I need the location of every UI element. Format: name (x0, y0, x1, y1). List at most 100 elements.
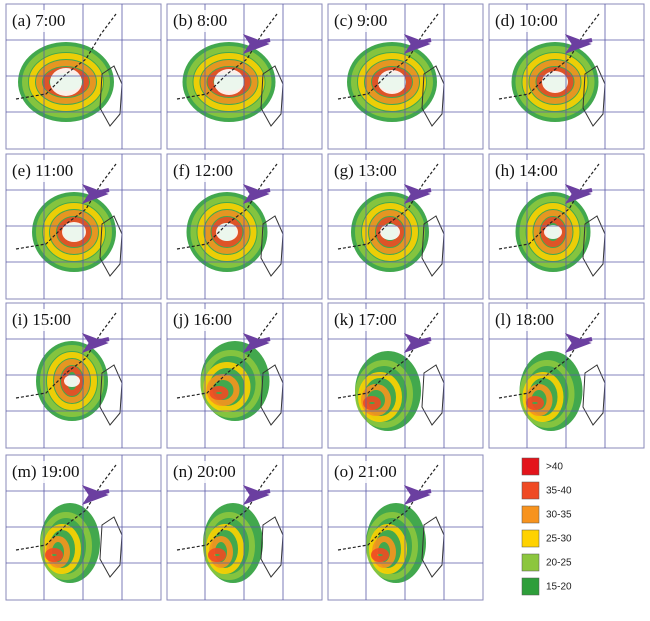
panel-label: (e) 11:00 (12, 161, 73, 180)
legend-label: 30-35 (546, 510, 572, 521)
arrow (564, 33, 593, 55)
coastline (260, 65, 284, 127)
panel-label: (g) 13:00 (334, 161, 397, 180)
radar-panel: (m) 19:00 (5, 454, 162, 601)
echo (209, 386, 229, 400)
echo (200, 350, 262, 418)
echo (376, 217, 404, 247)
arrow (242, 183, 271, 205)
panel-label: (i) 15:00 (12, 310, 71, 329)
echo (208, 548, 226, 562)
coastline (421, 215, 445, 277)
echo (540, 217, 566, 247)
legend-label: >40 (546, 462, 563, 473)
label-bg (8, 309, 74, 331)
coastline (582, 215, 606, 277)
echo-eye (50, 68, 82, 96)
coastline (582, 65, 606, 127)
echo (366, 512, 418, 580)
arrow (564, 332, 593, 354)
echo (50, 210, 98, 254)
echo (22, 46, 110, 118)
panel-label: (b) 8:00 (173, 11, 227, 30)
echo (211, 217, 243, 247)
legend-label: 25-30 (546, 534, 572, 545)
arrow (242, 332, 271, 354)
coastline (15, 312, 117, 399)
coastline (498, 312, 600, 399)
radar-panel: (c) 9:00 (327, 3, 484, 150)
radar-panel: (l) 18:00 (488, 302, 645, 449)
legend-label: 35-40 (546, 486, 572, 497)
echo-eye (62, 222, 86, 242)
arrow (564, 183, 593, 205)
coastline (421, 364, 445, 426)
echo-eye (64, 375, 80, 387)
coastline (99, 364, 123, 426)
legend-swatch (521, 529, 540, 548)
label-bg (8, 461, 74, 483)
echo-eye (214, 69, 244, 95)
panel-label: (n) 20:00 (173, 462, 236, 481)
echo (206, 374, 240, 406)
echo (36, 196, 112, 268)
echo (371, 548, 389, 562)
panel-label: (f) 12:00 (173, 161, 233, 180)
echo (529, 60, 581, 104)
echo (190, 196, 264, 268)
echo-eye (378, 70, 406, 94)
echo (203, 362, 251, 412)
label-bg (8, 10, 74, 32)
echo (204, 210, 250, 254)
echo (40, 345, 104, 417)
echo (526, 396, 544, 410)
panel-label: (h) 14:00 (495, 161, 558, 180)
coastline (260, 364, 284, 426)
radar-panel: (h) 14:00 (488, 153, 645, 300)
radar-panel: (d) 10:00 (488, 3, 645, 150)
echo-eye (544, 225, 562, 239)
legend-swatch (521, 505, 540, 524)
coastline (337, 163, 439, 250)
legend-label: 20-25 (546, 558, 572, 569)
coastline (582, 364, 606, 426)
arrow (403, 183, 432, 205)
echo (355, 196, 425, 268)
radar-panel: (i) 15:00 (5, 302, 162, 449)
radar-panel: (b) 8:00 (166, 3, 323, 150)
coastline (99, 65, 123, 127)
echo (29, 53, 103, 111)
echo (533, 210, 573, 254)
echo (200, 60, 258, 104)
echo (519, 360, 575, 428)
echo-eye (216, 223, 238, 241)
arrow (242, 484, 271, 506)
coastline (15, 464, 117, 551)
echo (519, 196, 587, 268)
legend-swatch (521, 553, 540, 572)
echo (362, 203, 418, 261)
coastline (498, 163, 600, 250)
legend-swatch (521, 457, 540, 476)
echo (365, 60, 419, 104)
echo (515, 46, 595, 118)
arrow (403, 33, 432, 55)
panel-label: (o) 21:00 (334, 462, 397, 481)
label-bg (491, 309, 557, 331)
echo (57, 217, 91, 247)
label-bg (169, 309, 235, 331)
label-bg (8, 160, 74, 182)
echo (351, 46, 433, 118)
coastline (498, 13, 600, 100)
coastline (99, 215, 123, 277)
echo (369, 210, 411, 254)
arrow (403, 484, 432, 506)
coastline (260, 215, 284, 277)
label-bg (330, 309, 396, 331)
panel-label: (c) 9:00 (334, 11, 387, 30)
echo (197, 203, 257, 261)
panel-label: (l) 18:00 (495, 310, 554, 329)
echo (203, 512, 255, 580)
